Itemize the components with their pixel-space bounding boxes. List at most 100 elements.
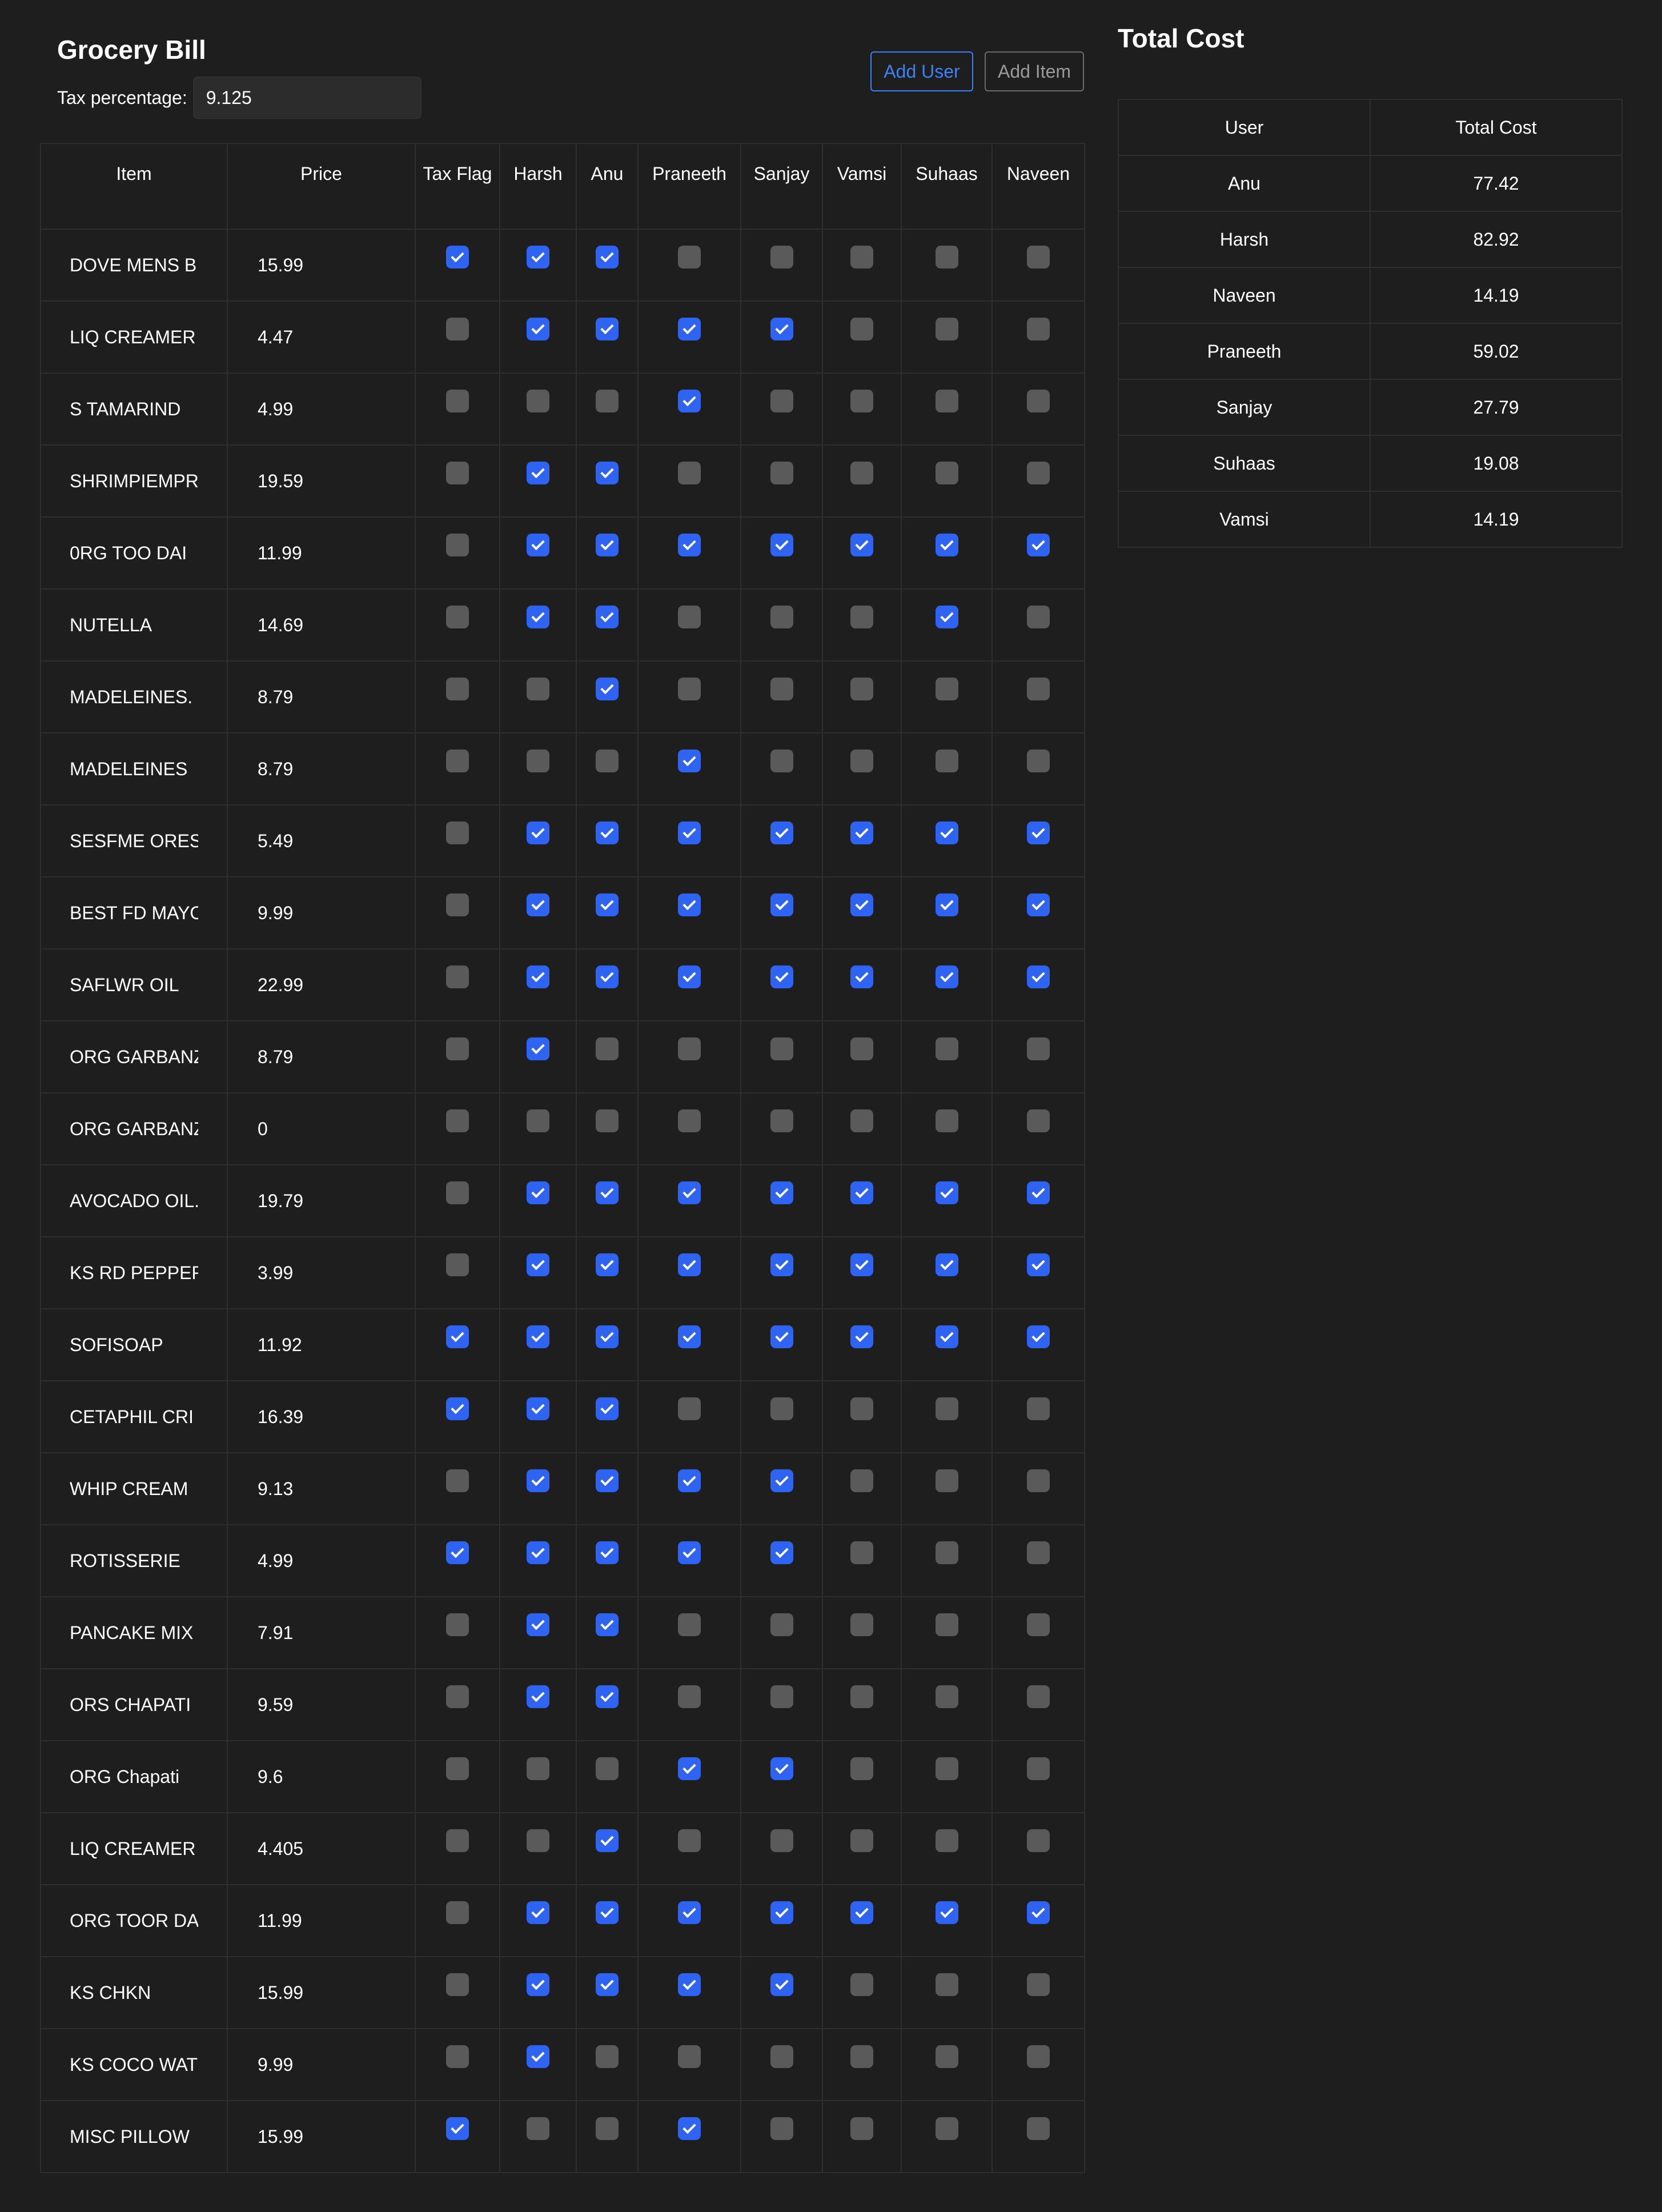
tax-flag-checkbox[interactable] [446, 678, 469, 700]
item-name-cell[interactable]: SESFME ORES [40, 804, 228, 877]
sanjay-checkbox[interactable] [770, 1325, 793, 1348]
suhaas-checkbox[interactable] [935, 1541, 958, 1564]
suhaas-checkbox[interactable] [935, 965, 958, 988]
suhaas-checkbox[interactable] [935, 1973, 958, 1996]
naveen-checkbox[interactable] [1027, 822, 1050, 844]
sanjay-checkbox[interactable] [770, 534, 793, 556]
praneeth-checkbox[interactable] [678, 2117, 701, 2140]
sanjay-checkbox[interactable] [770, 1973, 793, 1996]
item-name-cell[interactable]: DOVE MENS B [40, 229, 228, 302]
tax-flag-checkbox[interactable] [446, 750, 469, 772]
praneeth-checkbox[interactable] [678, 1253, 701, 1276]
item-name-cell[interactable]: ORG TOOR DAL [40, 1884, 228, 1957]
tax-flag-checkbox[interactable] [446, 318, 469, 340]
tax-flag-checkbox[interactable] [446, 1685, 469, 1708]
naveen-checkbox[interactable] [1027, 462, 1050, 484]
item-name-cell[interactable]: KS RD PEPPER [40, 1236, 228, 1309]
item-name-cell[interactable]: ROTISSERIE [40, 1524, 228, 1597]
anu-checkbox[interactable] [596, 1325, 619, 1348]
sanjay-checkbox[interactable] [770, 2045, 793, 2068]
anu-checkbox[interactable] [596, 606, 619, 628]
anu-checkbox[interactable] [596, 390, 619, 412]
naveen-checkbox[interactable] [1027, 606, 1050, 628]
item-price-cell[interactable]: 8.79 [227, 732, 416, 806]
sanjay-checkbox[interactable] [770, 1685, 793, 1708]
praneeth-checkbox[interactable] [678, 1469, 701, 1492]
sanjay-checkbox[interactable] [770, 1109, 793, 1132]
item-price-cell[interactable]: 4.99 [227, 372, 416, 446]
vamsi-checkbox[interactable] [850, 1901, 873, 1924]
item-price-cell[interactable]: 0 [227, 1092, 416, 1165]
harsh-checkbox[interactable] [527, 462, 549, 484]
anu-checkbox[interactable] [596, 1037, 619, 1060]
item-name-cell[interactable]: SAFLWR OIL [40, 948, 228, 1021]
item-name-cell[interactable]: BEST FD MAYO [40, 876, 228, 949]
suhaas-checkbox[interactable] [935, 1325, 958, 1348]
vamsi-checkbox[interactable] [850, 1469, 873, 1492]
suhaas-checkbox[interactable] [935, 1397, 958, 1420]
tax-flag-checkbox[interactable] [446, 246, 469, 269]
vamsi-checkbox[interactable] [850, 390, 873, 412]
naveen-checkbox[interactable] [1027, 750, 1050, 772]
sanjay-checkbox[interactable] [770, 893, 793, 916]
anu-checkbox[interactable] [596, 750, 619, 772]
suhaas-checkbox[interactable] [935, 534, 958, 556]
harsh-checkbox[interactable] [527, 1109, 549, 1132]
anu-checkbox[interactable] [596, 1613, 619, 1636]
anu-checkbox[interactable] [596, 1469, 619, 1492]
anu-checkbox[interactable] [596, 246, 619, 269]
tax-flag-checkbox[interactable] [446, 1181, 469, 1204]
item-name-cell[interactable]: MADELEINES. [40, 660, 228, 734]
vamsi-checkbox[interactable] [850, 1829, 873, 1852]
harsh-checkbox[interactable] [527, 246, 549, 269]
vamsi-checkbox[interactable] [850, 893, 873, 916]
praneeth-checkbox[interactable] [678, 822, 701, 844]
harsh-checkbox[interactable] [527, 822, 549, 844]
praneeth-checkbox[interactable] [678, 462, 701, 484]
praneeth-checkbox[interactable] [678, 2045, 701, 2068]
anu-checkbox[interactable] [596, 2117, 619, 2140]
suhaas-checkbox[interactable] [935, 462, 958, 484]
anu-checkbox[interactable] [596, 462, 619, 484]
naveen-checkbox[interactable] [1027, 1973, 1050, 1996]
item-name-cell[interactable]: S TAMARIND [40, 372, 228, 446]
vamsi-checkbox[interactable] [850, 1037, 873, 1060]
anu-checkbox[interactable] [596, 893, 619, 916]
naveen-checkbox[interactable] [1027, 390, 1050, 412]
suhaas-checkbox[interactable] [935, 1037, 958, 1060]
vamsi-checkbox[interactable] [850, 606, 873, 628]
harsh-checkbox[interactable] [527, 2045, 549, 2068]
vamsi-checkbox[interactable] [850, 534, 873, 556]
suhaas-checkbox[interactable] [935, 1757, 958, 1780]
item-price-cell[interactable]: 9.99 [227, 2028, 416, 2101]
item-name-cell[interactable]: CETAPHIL CRI [40, 1380, 228, 1453]
praneeth-checkbox[interactable] [678, 318, 701, 340]
naveen-checkbox[interactable] [1027, 1253, 1050, 1276]
anu-checkbox[interactable] [596, 678, 619, 700]
suhaas-checkbox[interactable] [935, 318, 958, 340]
item-price-cell[interactable]: 9.99 [227, 876, 416, 949]
vamsi-checkbox[interactable] [850, 678, 873, 700]
sanjay-checkbox[interactable] [770, 965, 793, 988]
tax-flag-checkbox[interactable] [446, 1109, 469, 1132]
item-name-cell[interactable]: ORS CHAPATI [40, 1668, 228, 1741]
harsh-checkbox[interactable] [527, 1469, 549, 1492]
harsh-checkbox[interactable] [527, 1325, 549, 1348]
item-price-cell[interactable]: 4.99 [227, 1524, 416, 1597]
anu-checkbox[interactable] [596, 1685, 619, 1708]
item-price-cell[interactable]: 15.99 [227, 229, 416, 302]
tax-flag-checkbox[interactable] [446, 462, 469, 484]
tax-flag-checkbox[interactable] [446, 893, 469, 916]
tax-flag-checkbox[interactable] [446, 1757, 469, 1780]
tax-flag-checkbox[interactable] [446, 1901, 469, 1924]
item-price-cell[interactable]: 11.99 [227, 516, 416, 590]
sanjay-checkbox[interactable] [770, 1901, 793, 1924]
item-price-cell[interactable]: 19.59 [227, 444, 416, 518]
harsh-checkbox[interactable] [527, 893, 549, 916]
item-name-cell[interactable]: AVOCADO OIL. [40, 1164, 228, 1237]
item-price-cell[interactable]: 4.405 [227, 1812, 416, 1885]
praneeth-checkbox[interactable] [678, 390, 701, 412]
sanjay-checkbox[interactable] [770, 822, 793, 844]
tax-flag-checkbox[interactable] [446, 1829, 469, 1852]
tax-flag-checkbox[interactable] [446, 1541, 469, 1564]
